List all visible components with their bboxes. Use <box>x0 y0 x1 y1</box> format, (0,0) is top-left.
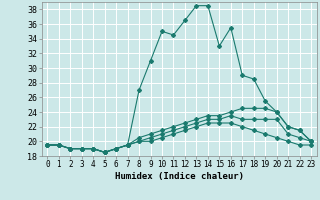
X-axis label: Humidex (Indice chaleur): Humidex (Indice chaleur) <box>115 172 244 181</box>
